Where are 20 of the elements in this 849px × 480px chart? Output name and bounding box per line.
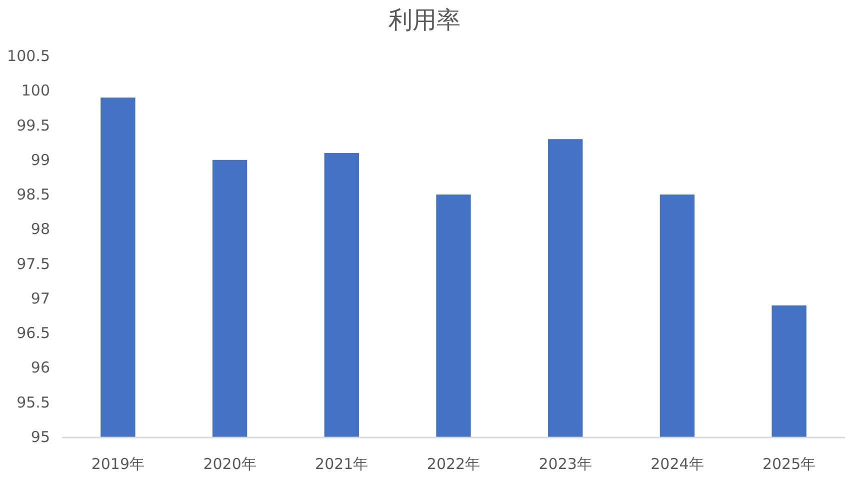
ytick-label: 98.5 (16, 186, 50, 204)
ytick-label: 99 (30, 150, 50, 169)
ytick-label: 100 (21, 82, 50, 100)
xtick-label: 2021年 (315, 455, 368, 473)
xtick-label: 2025年 (762, 455, 816, 473)
xtick-label: 2024年 (650, 455, 704, 473)
ytick-label: 98 (30, 220, 50, 238)
ytick-label: 95.5 (16, 393, 50, 412)
ytick-label: 96 (30, 358, 50, 377)
xtick-label: 2022年 (426, 455, 480, 473)
ytick-label: 99.5 (16, 116, 50, 134)
ytick-label: 100.5 (7, 47, 50, 65)
title: 利用率 (388, 6, 460, 34)
xtick-label: 2023年 (538, 455, 592, 473)
ytick-label: 96.5 (16, 324, 50, 342)
ytick-label: 97.5 (16, 254, 50, 273)
ytick-label: 95 (30, 428, 50, 446)
ytick-label: 97 (30, 289, 50, 308)
xtick-label: 2020年 (203, 455, 256, 473)
xtick-label: 2019年 (91, 455, 145, 473)
